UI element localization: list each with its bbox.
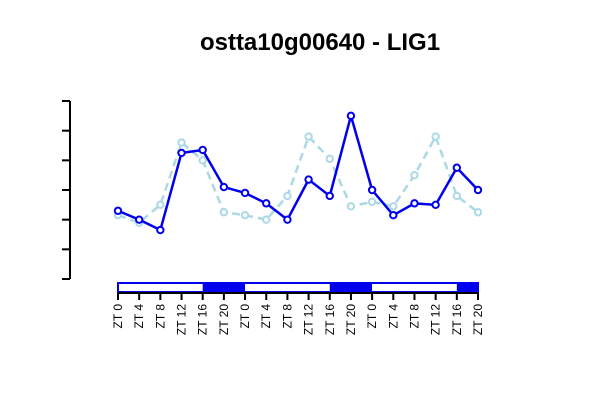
solid-series-point (325, 191, 334, 201)
solid-series-point (367, 185, 377, 195)
solid-series-point (410, 199, 419, 208)
dashed-series-point (367, 197, 377, 207)
solid-series-point (262, 199, 271, 208)
solid-series-point (156, 225, 165, 235)
dashed-series-point (219, 208, 229, 217)
solid-series-point (113, 206, 123, 215)
x-tick-label: ZT 8 (280, 304, 294, 329)
solid-series-point (134, 215, 144, 224)
x-tick-label: ZT 16 (450, 304, 464, 335)
x-tick-label: ZT 16 (323, 304, 337, 335)
solid-series-point (283, 215, 292, 224)
x-tick-label: ZT 4 (259, 304, 273, 329)
dashed-series-point (240, 211, 250, 220)
solid-series-point (304, 175, 313, 184)
dashed-series-point (431, 132, 440, 141)
y-axis (62, 100, 71, 280)
x-axis: ZT 0 ZT 4 ZT 8 ZT 12 ZT 16 ZT 20 ZT 0 ZT 4 ZT 8 Z… (111, 292, 485, 335)
x-tick-label: ZT 12 (175, 304, 189, 335)
dashed-series-point (177, 138, 186, 147)
x-tick-label: ZT 12 (302, 304, 316, 335)
x-tick-label: ZT 20 (217, 304, 231, 335)
solid-series-point (346, 111, 356, 121)
x-tick-label: ZT 4 (132, 304, 146, 329)
chart-title: ostta10g00640 - LIG1 (200, 29, 440, 56)
dark-period-segment (456, 283, 478, 292)
solid-series-point (177, 148, 186, 158)
light-dark-bar (117, 282, 479, 293)
dashed-series-point (283, 191, 292, 201)
solid-series-point (240, 188, 250, 198)
dashed-series-line (117, 135, 479, 224)
series-layer (113, 111, 483, 235)
x-tick-label: ZT 8 (407, 304, 421, 329)
x-tick-label: ZT 20 (471, 304, 485, 335)
dashed-series-point (452, 191, 462, 201)
dashed-series-point (410, 170, 419, 180)
solid-series-point (473, 185, 483, 195)
dark-period-segment (202, 283, 246, 292)
solid-series-point (389, 211, 398, 220)
solid-series-point (452, 163, 462, 172)
solid-series-point (198, 145, 207, 155)
solid-series-point (431, 200, 440, 210)
x-tick-label: ZT 4 (386, 304, 400, 329)
x-tick-label: ZT 8 (153, 304, 167, 329)
dark-period-segment (329, 283, 373, 292)
dashed-series-point (304, 132, 313, 141)
dashed-series-point (198, 156, 207, 165)
dashed-series-point (325, 154, 334, 164)
solid-series-point (219, 182, 229, 192)
dashed-series-point (262, 215, 271, 224)
light-period-segment (372, 283, 457, 292)
dashed-series-point (389, 202, 398, 211)
dashed-series-point (156, 200, 165, 210)
x-tick-label: ZT 16 (196, 304, 210, 335)
x-tick-label: ZT 20 (344, 304, 358, 335)
dashed-series-point (473, 208, 483, 217)
x-tick-label: ZT 0 (111, 304, 125, 329)
x-tick-label: ZT 0 (365, 304, 379, 329)
x-tick-label: ZT 12 (429, 304, 443, 335)
x-tick-label: ZT 0 (238, 304, 252, 329)
dashed-series-point (346, 202, 356, 211)
light-period-segment (245, 283, 330, 292)
light-period-segment (118, 283, 203, 292)
